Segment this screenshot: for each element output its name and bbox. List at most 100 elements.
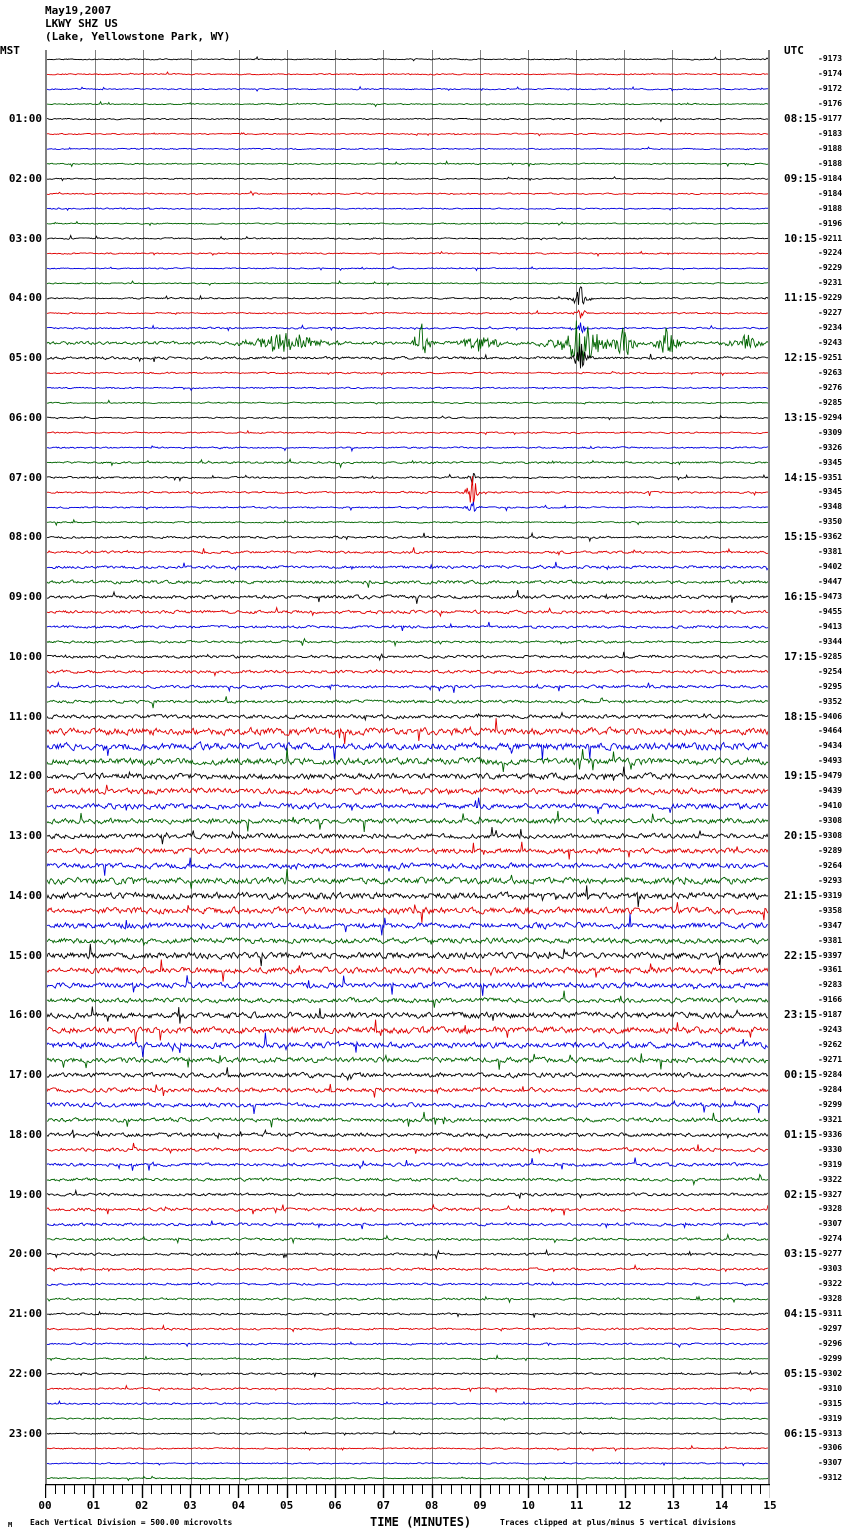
trace-amplitude-label: -9285: [818, 651, 843, 661]
trace-amplitude-label: -9251: [818, 353, 843, 362]
trace-amplitude-label: -9243: [818, 1025, 843, 1035]
trace-amplitude-label: -9350: [818, 517, 843, 527]
trace-amplitude-label: -9455: [818, 606, 843, 616]
trace-amplitude-label: -9319: [818, 1159, 843, 1169]
trace-amplitude-label: -9188: [818, 203, 843, 213]
seismic-trace: [47, 1324, 768, 1333]
seismic-trace: [47, 1067, 768, 1082]
trace-amplitude-label: -9410: [818, 801, 843, 811]
trace-amplitude-label: -9234: [818, 323, 843, 333]
x-axis: [45, 1484, 770, 1498]
trace-amplitude-label: -9284: [818, 1070, 843, 1079]
seismic-trace: [47, 826, 768, 845]
x-tick-label: 09: [473, 1499, 487, 1512]
trace-amplitude-label: -9211: [818, 233, 843, 243]
seismic-trace: [47, 286, 768, 305]
x-tick-label: 11: [570, 1499, 584, 1512]
trace-amplitude-label: -9328: [818, 1204, 843, 1214]
trace-amplitude-label: -9188: [818, 158, 843, 168]
page-title: May19,2007 LKWY SHZ US (Lake, Yellowston…: [45, 4, 230, 43]
seismic-trace: [47, 885, 768, 908]
utc-time-label: 18:15: [784, 709, 818, 723]
utc-time-label: 08:15: [784, 112, 818, 125]
utc-time-label: 06:15: [784, 1426, 818, 1440]
seismic-trace: [47, 1369, 768, 1379]
header-location: (Lake, Yellowstone Park, WY): [45, 30, 231, 43]
trace-amplitude-label: -9322: [818, 1174, 843, 1184]
mst-time-label: 05:00: [8, 351, 42, 364]
trace-amplitude-label: -9307: [818, 1219, 843, 1229]
trace-amplitude-label: -9231: [818, 278, 843, 288]
x-tick-label: 05: [280, 1499, 294, 1512]
trace-amplitude-label: -9227: [818, 308, 843, 318]
trace-amplitude-label: -9174: [818, 69, 843, 79]
trace-amplitude-label: -9177: [818, 114, 843, 123]
trace-amplitude-label: -9166: [818, 995, 843, 1005]
utc-time-label: 13:15: [784, 410, 818, 424]
utc-time-label: 01:15: [784, 1127, 818, 1141]
seismic-trace: [47, 1053, 768, 1070]
x-tick-label: 08: [425, 1499, 439, 1512]
seismic-trace: [47, 1295, 768, 1304]
utc-time-label: 20:15: [784, 829, 818, 842]
trace-amplitude-label: -9310: [818, 1383, 843, 1393]
seismic-trace: [47, 696, 768, 709]
seismic-trace: [47, 370, 768, 377]
seismic-trace: [47, 637, 768, 648]
seismic-trace: [47, 841, 768, 860]
utc-time-label: 14:15: [784, 470, 818, 484]
trace-amplitude-label: -9493: [818, 756, 843, 766]
x-tick-label: 07: [376, 1499, 390, 1512]
trace-amplitude-label: -9311: [818, 1309, 843, 1318]
seismic-trace: [47, 1248, 768, 1261]
x-tick-label: 12: [618, 1499, 632, 1512]
mst-time-label: 07:00: [8, 470, 42, 484]
seismic-trace: [47, 711, 768, 722]
trace-amplitude-label: -9464: [818, 726, 843, 736]
trace-amplitude-label: -9358: [818, 905, 843, 915]
seismic-trace: [47, 322, 768, 334]
header-station: LKWY SHZ US: [45, 17, 118, 30]
seismic-trace: [47, 320, 768, 367]
mst-time-label: 13:00: [8, 829, 42, 842]
trace-amplitude-label: -9473: [818, 592, 843, 601]
seismic-trace: [47, 669, 768, 678]
seismic-trace: [47, 975, 768, 996]
trace-amplitude-label: -9184: [818, 188, 843, 198]
seismic-trace: [47, 531, 768, 543]
x-tick-label: 03: [183, 1499, 197, 1512]
trace-amplitude-label: -9348: [818, 502, 843, 512]
seismic-trace: [47, 85, 768, 92]
mst-time-label: 02:00: [8, 171, 42, 185]
seismic-trace: [47, 1263, 768, 1273]
trace-amplitude-label: -9183: [818, 128, 843, 138]
trace-amplitude-label: -9299: [818, 1353, 843, 1363]
trace-amplitude-label: -9328: [818, 1294, 843, 1304]
seismic-trace: [47, 1173, 768, 1187]
seismic-trace: [47, 1188, 768, 1199]
trace-amplitude-label: -9381: [818, 547, 843, 557]
utc-time-label: 02:15: [784, 1187, 818, 1201]
mst-time-label: 12:00: [8, 769, 42, 783]
x-axis-title: TIME (MINUTES): [370, 1515, 472, 1529]
mst-time-label: 16:00: [8, 1008, 42, 1022]
trace-amplitude-label: -9271: [818, 1055, 843, 1065]
mst-time-label: 14:00: [8, 888, 42, 902]
trace-amplitude-label: -9434: [818, 741, 843, 751]
trace-amplitude-label: -9293: [818, 875, 843, 885]
seismic-trace: [47, 309, 768, 319]
trace-amplitude-label: -9277: [818, 1249, 843, 1259]
trace-amplitude-label: -9322: [818, 1279, 843, 1289]
trace-amplitude-label: -9289: [818, 845, 843, 855]
x-tick-label: 01: [86, 1499, 100, 1512]
trace-amplitude-label: -9263: [818, 367, 843, 377]
utc-time-label: 11:15: [784, 291, 818, 305]
utc-time-label: 15:15: [784, 530, 818, 544]
seismic-trace: [47, 1099, 768, 1114]
seismic-trace: [47, 681, 768, 693]
utc-time-label: 00:15: [784, 1068, 818, 1081]
trace-amplitude-label: -9184: [818, 173, 843, 183]
seismic-trace: [47, 1384, 768, 1394]
x-tick-label: 13: [666, 1499, 680, 1512]
seismic-trace: [47, 959, 768, 982]
